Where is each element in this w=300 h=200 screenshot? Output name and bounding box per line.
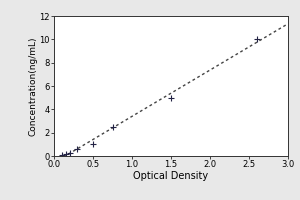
Point <box>91 143 95 146</box>
Point <box>59 154 64 157</box>
Point <box>110 125 115 128</box>
Point <box>63 152 68 155</box>
Point <box>169 96 173 99</box>
X-axis label: Optical Density: Optical Density <box>134 171 208 181</box>
Y-axis label: Concentration(ng/mL): Concentration(ng/mL) <box>29 36 38 136</box>
Point <box>67 151 72 154</box>
Point <box>254 38 259 41</box>
Point <box>75 147 80 151</box>
